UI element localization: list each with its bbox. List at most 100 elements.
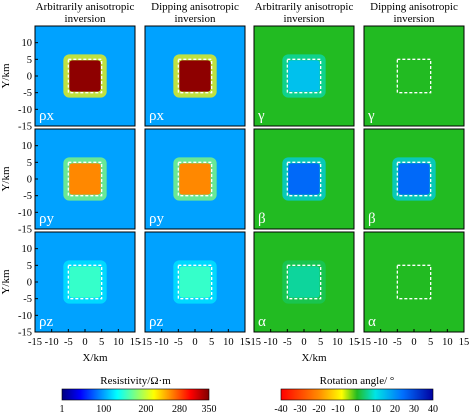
column-title-4-line-1: Dipping anisotropic <box>370 1 458 13</box>
rotation-angle-colorbar: Rotation angle/ ° -40 -30 -20 -10 0 10 20 30 40 <box>274 375 438 414</box>
x-tick-label: -5 <box>393 337 402 348</box>
x-tick-label: -10 <box>374 337 388 348</box>
x-tick-label: 10 <box>442 337 453 348</box>
panel-label: β <box>368 211 376 227</box>
y-tick-label: -10 <box>18 311 32 322</box>
panel-frame <box>253 25 355 127</box>
panel-r2-c1: ρy <box>34 128 136 230</box>
y-tick-label: 0 <box>27 72 32 83</box>
x-tick-label: 0 <box>82 337 87 348</box>
x-tick-label: -15 <box>28 337 42 348</box>
anomaly-outline <box>286 264 322 300</box>
panel-frame <box>144 128 246 230</box>
anomaly-outline <box>396 58 432 94</box>
panel-label: ρx <box>149 108 164 124</box>
anomaly-outline <box>286 161 322 197</box>
y-axis-label: Y/km <box>0 63 12 89</box>
panel-frame <box>253 128 355 230</box>
panel-label: γ <box>367 108 375 124</box>
x-tick-label: 15 <box>130 337 141 348</box>
x-tick-label: -10 <box>155 337 169 348</box>
x-tick-label: -15 <box>247 337 261 348</box>
colorbar-tick-label: 40 <box>428 404 438 414</box>
colorbar-gradient <box>61 388 210 401</box>
x-tick-label: 10 <box>113 337 124 348</box>
y-tick-label: 5 <box>27 55 32 66</box>
anomaly-outline <box>177 58 213 94</box>
x-tick-label: -5 <box>174 337 183 348</box>
y-tick-label: 10 <box>22 244 33 255</box>
x-tick-label: -15 <box>138 337 152 348</box>
panel-r2-c2: ρy <box>144 128 246 230</box>
x-tick-label: 0 <box>192 337 197 348</box>
anomaly-outline <box>67 161 103 197</box>
panel-frame <box>363 25 465 127</box>
colorbar-tick-label: 10 <box>371 404 381 414</box>
x-tick-label: 5 <box>209 337 214 348</box>
anomaly-outline <box>396 264 432 300</box>
anomaly-core <box>69 163 101 195</box>
column-title-2-line-2: inversion <box>175 13 216 25</box>
panel-r3-c3: α <box>253 231 355 333</box>
y-tick-label: 5 <box>27 158 32 169</box>
colorbar-tick-label: 20 <box>390 404 400 414</box>
resistivity-colorbar: Resistivity/Ω·m 1 100 200 280 350 <box>60 375 217 414</box>
y-tick-label: 0 <box>27 175 32 186</box>
colorbar-tick-label: 280 <box>172 404 187 414</box>
y-tick-label: 0 <box>27 278 32 289</box>
y-tick-label: 10 <box>22 141 33 152</box>
x-axis-col-3: -15 -10 -5 0 5 10 15 <box>247 329 359 348</box>
panel-r3-c2: ρz <box>144 231 246 333</box>
y-tick-label: 5 <box>27 261 32 272</box>
colorbar-gradient <box>280 388 434 401</box>
column-title-3-line-2: inversion <box>284 13 325 25</box>
colorbar-tick-label: 100 <box>96 404 111 414</box>
y-tick-label: 10 <box>22 38 33 49</box>
anomaly-outline <box>67 264 103 300</box>
x-axis-col-2: -15 -10 -5 0 5 10 15 <box>138 329 250 348</box>
x-tick-label: 15 <box>240 337 251 348</box>
x-tick-label: 10 <box>223 337 234 348</box>
y-tick-label: -10 <box>18 208 32 219</box>
y-tick-label: -15 <box>18 122 32 133</box>
x-tick-label: 10 <box>332 337 343 348</box>
panel-r1-c4: γ <box>363 25 465 127</box>
panel-background <box>364 232 464 332</box>
anomaly-core <box>179 60 211 92</box>
anomaly-outline <box>396 161 432 197</box>
y-tick-label: -15 <box>18 225 32 236</box>
anomaly-core <box>288 266 320 298</box>
x-tick-label: -5 <box>283 337 292 348</box>
anomaly-outline <box>177 161 213 197</box>
x-tick-label: -10 <box>264 337 278 348</box>
colorbar-tick-label: -40 <box>274 404 287 414</box>
panel-label: β <box>258 211 266 227</box>
x-axis-label: X/km <box>301 352 327 364</box>
y-tick-label: -15 <box>18 328 32 339</box>
column-title-1-line-2: inversion <box>65 13 106 25</box>
panel-frame <box>144 25 246 127</box>
panel-frame <box>363 128 465 230</box>
x-tick-label: -10 <box>45 337 59 348</box>
x-tick-label: -5 <box>64 337 73 348</box>
y-tick-label: -5 <box>23 191 32 202</box>
anomaly-outline <box>286 58 322 94</box>
panel-background <box>364 26 464 126</box>
axes: 1050-5-10-15Y/km1050-5-10-15Y/km1050-5-1… <box>0 38 469 364</box>
anomaly-core <box>288 163 320 195</box>
y-tick-label: -5 <box>23 88 32 99</box>
colorbar-tick-label: 350 <box>202 404 217 414</box>
y-tick-label: -5 <box>23 294 32 305</box>
x-tick-label: 5 <box>99 337 104 348</box>
anomaly-core <box>179 163 211 195</box>
anomaly-outline <box>177 264 213 300</box>
panel-label: ρz <box>39 314 53 330</box>
y-axis-label: Y/km <box>0 166 12 192</box>
panel-r2-c3: β <box>253 128 355 230</box>
y-axis-label: Y/km <box>0 269 12 295</box>
colorbar-tick-label: -30 <box>293 404 306 414</box>
panel-label: γ <box>257 108 265 124</box>
x-axis-col-4: -15 -10 -5 0 5 10 15 <box>357 329 469 348</box>
